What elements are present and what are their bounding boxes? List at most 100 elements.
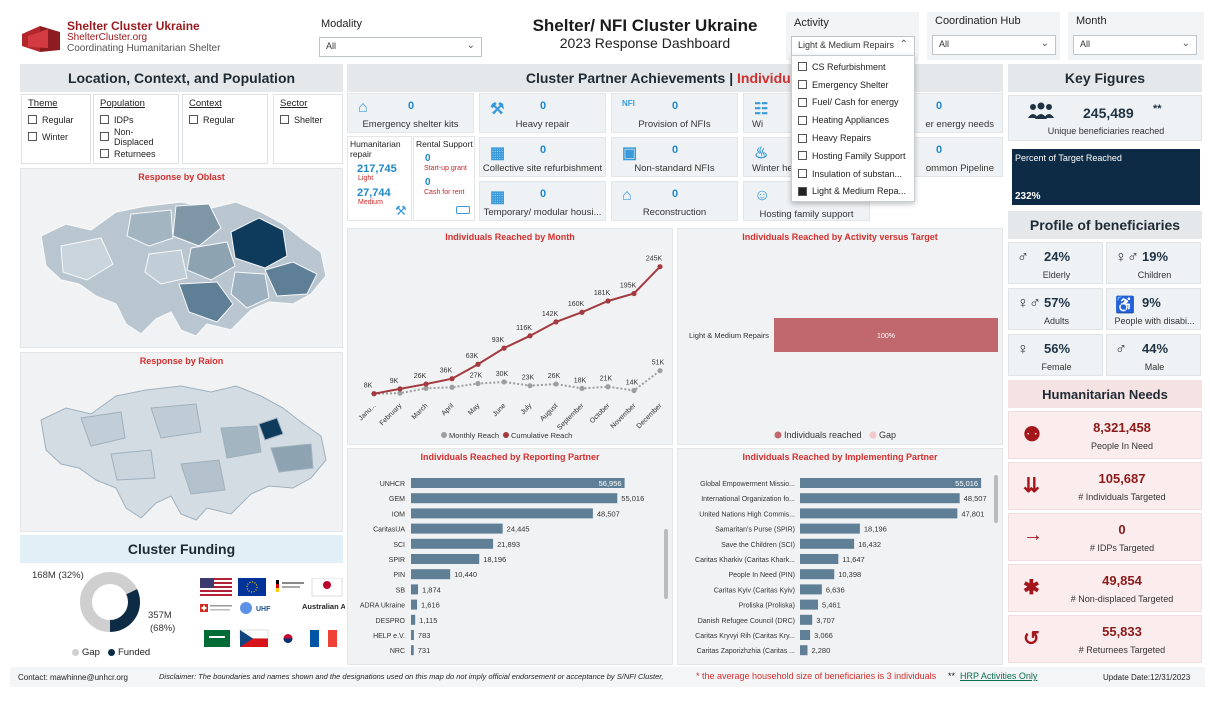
- bar[interactable]: [411, 523, 503, 534]
- bar[interactable]: [411, 478, 625, 488]
- bar[interactable]: [800, 508, 958, 519]
- funding-donut-chart[interactable]: [78, 570, 142, 634]
- activity-option[interactable]: Insulation of substan...: [792, 165, 914, 183]
- activity-dropdown[interactable]: Light & Medium Repairs ⌃: [791, 36, 915, 56]
- oblast-region[interactable]: [230, 271, 270, 309]
- footer-contact[interactable]: Contact: mawhinne@unhcr.org: [18, 673, 128, 682]
- theme-winter-checkbox[interactable]: Winter: [28, 128, 84, 145]
- data-point[interactable]: [631, 387, 637, 394]
- month-line-chart[interactable]: 27K 30K 23K 26K 18K 21K 14K 51K 8K 9K 26K 36K 63K 93K…: [348, 244, 674, 444]
- achievement-tile[interactable]: ⌂ 0 Emergency shelter kits: [347, 93, 474, 133]
- line-cumulative[interactable]: [373, 265, 661, 395]
- data-point[interactable]: [449, 384, 455, 390]
- raion-region[interactable]: [150, 403, 202, 439]
- data-point[interactable]: [397, 390, 403, 396]
- activity-option[interactable]: Hosting Family Support: [792, 147, 914, 165]
- bar[interactable]: [800, 569, 835, 580]
- data-point[interactable]: [527, 333, 533, 339]
- data-point[interactable]: [501, 379, 507, 385]
- bar[interactable]: [411, 569, 451, 580]
- data-point[interactable]: [423, 385, 429, 391]
- achievement-tile[interactable]: ▦ 0 Collective site refurbishment: [479, 137, 606, 177]
- achievement-tile[interactable]: ⚒ 0 Heavy repair: [479, 93, 606, 133]
- raion-region[interactable]: [220, 425, 262, 459]
- bar[interactable]: [800, 630, 811, 640]
- achievement-tile[interactable]: ▣ 0 Non-standard NFIs: [611, 137, 738, 177]
- bar[interactable]: [800, 478, 982, 488]
- data-point[interactable]: [527, 383, 533, 389]
- data-point[interactable]: [605, 298, 611, 304]
- achievement-tile[interactable]: ▦ 0 Temporary/ modular housi...: [479, 181, 606, 221]
- bar[interactable]: [800, 645, 808, 656]
- data-point[interactable]: [423, 381, 429, 387]
- bar[interactable]: [800, 538, 855, 549]
- raion-map[interactable]: [21, 368, 344, 533]
- data-point[interactable]: [553, 381, 559, 387]
- data-point[interactable]: [631, 290, 637, 297]
- bar[interactable]: [411, 599, 418, 610]
- data-point[interactable]: [397, 386, 403, 392]
- data-point[interactable]: [657, 264, 663, 270]
- reporting-bar-chart[interactable]: UNHCR 56,956 GEM 55,016 IOM 48,507 CaritasUA 24…: [348, 464, 674, 664]
- data-point[interactable]: [475, 361, 481, 367]
- raion-region-highlight[interactable]: [258, 417, 284, 441]
- donut-slice-gap[interactable]: [80, 572, 140, 632]
- data-point[interactable]: [605, 384, 611, 390]
- bar[interactable]: [800, 584, 822, 595]
- line-monthly[interactable]: [373, 369, 661, 395]
- bar[interactable]: [411, 538, 494, 549]
- achievement-tile[interactable]: ⌂ 0 Reconstruction: [611, 181, 738, 221]
- bar[interactable]: [800, 614, 813, 625]
- bar[interactable]: [800, 599, 818, 610]
- hub-dropdown[interactable]: All ⌄: [932, 35, 1056, 55]
- data-point[interactable]: [579, 309, 585, 315]
- oblast-region[interactable]: [264, 261, 318, 297]
- activity-bar-chart[interactable]: Light & Medium Repairs 100% Individuals re…: [678, 244, 1004, 444]
- oblast-region[interactable]: [126, 209, 174, 247]
- activity-option[interactable]: Heavy Repairs: [792, 129, 914, 147]
- oblast-region[interactable]: [178, 281, 234, 323]
- oblast-region[interactable]: [186, 241, 236, 281]
- activity-option[interactable]: Fuel/ Cash for energy: [792, 94, 914, 112]
- reporting-scrollbar[interactable]: [664, 529, 668, 599]
- data-point[interactable]: [579, 385, 585, 391]
- bar[interactable]: [800, 554, 839, 564]
- bar[interactable]: [774, 318, 998, 352]
- data-point[interactable]: [501, 345, 507, 351]
- oblast-region[interactable]: [60, 237, 114, 281]
- org-site[interactable]: ShelterCluster.org: [67, 32, 148, 43]
- raion-region[interactable]: [110, 449, 156, 481]
- bar[interactable]: [411, 584, 419, 595]
- context-regular-checkbox[interactable]: Regular: [189, 111, 261, 128]
- oblast-region[interactable]: [144, 249, 188, 285]
- activity-option[interactable]: Heating Appliances: [792, 111, 914, 129]
- activity-option[interactable]: CS Refurbishment: [792, 58, 914, 76]
- bar[interactable]: [800, 523, 860, 534]
- data-point[interactable]: [449, 376, 455, 382]
- population-nondisplaced-checkbox[interactable]: Non-Displaced: [100, 127, 172, 147]
- sector-shelter-checkbox[interactable]: Shelter: [280, 111, 336, 128]
- bar[interactable]: [411, 614, 416, 625]
- modality-dropdown[interactable]: All ⌄: [319, 37, 482, 57]
- raion-region[interactable]: [270, 443, 314, 473]
- achievement-tile[interactable]: NFI 0 Provision of NFIs: [611, 93, 738, 133]
- month-dropdown[interactable]: All ⌄: [1073, 35, 1197, 55]
- implementing-scrollbar[interactable]: [994, 475, 998, 523]
- activity-option[interactable]: Light & Medium Repa...: [792, 183, 914, 201]
- bar[interactable]: [411, 554, 480, 564]
- footer-hrp-link[interactable]: HRP Activities Only: [960, 671, 1038, 681]
- raion-region[interactable]: [80, 411, 126, 447]
- oblast-map[interactable]: [21, 184, 344, 349]
- oblast-region-highlight[interactable]: [230, 217, 288, 269]
- theme-regular-checkbox[interactable]: Regular: [28, 111, 84, 128]
- data-point[interactable]: [371, 391, 377, 397]
- implementing-bar-chart[interactable]: Global Empowerment Missio... 55,016 Intern…: [678, 464, 1004, 664]
- bar[interactable]: [411, 508, 593, 519]
- data-point[interactable]: [475, 380, 481, 387]
- bar[interactable]: [411, 630, 414, 640]
- bar[interactable]: [411, 493, 618, 504]
- bar[interactable]: [800, 493, 960, 504]
- data-point[interactable]: [553, 319, 559, 325]
- oblast-region[interactable]: [172, 203, 222, 247]
- activity-option[interactable]: Emergency Shelter: [792, 76, 914, 94]
